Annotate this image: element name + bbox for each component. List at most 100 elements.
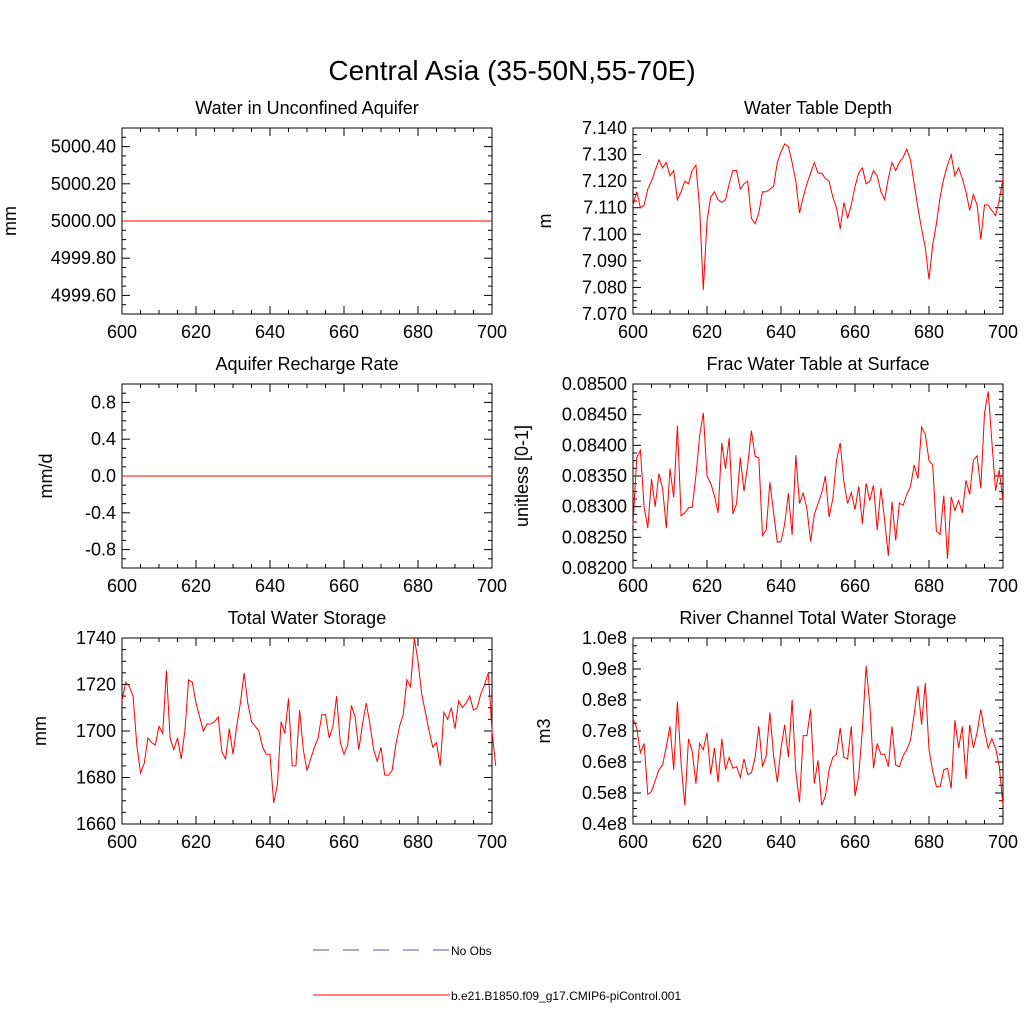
y-tick-label: 0.08350 xyxy=(562,466,627,486)
y-tick-label: 0.08450 xyxy=(562,405,627,425)
x-tick-label: 600 xyxy=(618,832,648,852)
plot-frame xyxy=(632,127,1004,315)
panel-title: Water in Unconfined Aquifer xyxy=(195,98,418,118)
y-tick-label: 7.080 xyxy=(582,277,627,297)
y-tick-label: 7.130 xyxy=(582,145,627,165)
x-tick-label: 600 xyxy=(107,322,137,342)
chart-panels: Water in Unconfined Aquifer 600 620 640 660 6… xyxy=(0,98,1018,852)
chart-panel-3: Aquifer Recharge Rate 600 620 640 660 680 700 -… xyxy=(36,354,507,596)
y-tick-label: 0.08250 xyxy=(562,527,627,547)
chart-panel-6: River Channel Total Water Storage 600 620 6… xyxy=(534,608,1018,852)
y-tick-label: 5000.40 xyxy=(51,137,116,157)
x-tick-label: 620 xyxy=(692,832,722,852)
y-axis-label: m3 xyxy=(534,718,554,743)
series-line xyxy=(121,637,497,804)
x-tick-label: 620 xyxy=(692,576,722,596)
legend-label: b.e21.B1850.f09_g17.CMIP6-piControl.001 xyxy=(451,989,681,1003)
y-tick-label: 7.100 xyxy=(582,224,627,244)
series-line xyxy=(632,143,1004,291)
x-tick-label: 660 xyxy=(329,576,359,596)
y-axis-label: unitless [0-1] xyxy=(512,425,532,527)
y-tick-label: 0.5e8 xyxy=(582,783,627,803)
x-tick-label: 660 xyxy=(840,832,870,852)
y-tick-label: 0.8 xyxy=(91,392,116,412)
plot-frame xyxy=(121,637,493,825)
x-tick-label: 640 xyxy=(766,832,796,852)
legend-entry-model-run: b.e21.B1850.f09_g17.CMIP6-piControl.001 xyxy=(313,989,681,1003)
figure-title: Central Asia (35-50N,55-70E) xyxy=(328,55,695,86)
panel-title: Water Table Depth xyxy=(744,98,892,118)
legend-label: No Obs xyxy=(451,944,492,958)
y-tick-label: 0.7e8 xyxy=(582,721,627,741)
x-tick-label: 680 xyxy=(403,832,433,852)
x-tick-label: 600 xyxy=(107,832,137,852)
y-axis-label: mm xyxy=(30,716,50,746)
y-tick-label: -0.4 xyxy=(85,503,116,523)
x-tick-label: 700 xyxy=(477,832,507,852)
y-tick-label: 1660 xyxy=(76,814,116,834)
panel-title: River Channel Total Water Storage xyxy=(679,608,956,628)
x-tick-label: 680 xyxy=(403,322,433,342)
y-tick-label: 0.4 xyxy=(91,429,116,449)
x-tick-label: 700 xyxy=(988,322,1018,342)
x-tick-label: 620 xyxy=(181,322,211,342)
x-tick-label: 660 xyxy=(329,832,359,852)
series-line xyxy=(632,391,1004,559)
y-axis-label: mm xyxy=(0,206,20,236)
y-tick-label: 7.120 xyxy=(582,171,627,191)
chart-panel-1: Water in Unconfined Aquifer 600 620 640 660 6… xyxy=(0,98,507,342)
panel-title: Total Water Storage xyxy=(228,608,386,628)
plot-frame xyxy=(632,637,1004,825)
y-tick-label: -0.8 xyxy=(85,540,116,560)
y-axis-label: m xyxy=(535,214,555,229)
y-tick-label: 4999.80 xyxy=(51,248,116,268)
x-tick-label: 700 xyxy=(988,576,1018,596)
y-tick-label: 1700 xyxy=(76,721,116,741)
y-tick-label: 1740 xyxy=(76,628,116,648)
y-tick-label: 0.6e8 xyxy=(582,752,627,772)
x-tick-label: 700 xyxy=(477,576,507,596)
x-tick-label: 620 xyxy=(181,832,211,852)
y-tick-label: 0.08300 xyxy=(562,497,627,517)
y-tick-label: 1720 xyxy=(76,675,116,695)
x-tick-label: 660 xyxy=(329,322,359,342)
y-tick-label: 4999.60 xyxy=(51,285,116,305)
plot-frame xyxy=(632,383,1004,569)
x-tick-label: 660 xyxy=(840,322,870,342)
chart-panel-4: Frac Water Table at Surface 600 620 640 660 6… xyxy=(512,354,1018,596)
x-tick-label: 640 xyxy=(255,576,285,596)
chart-panel-5: Total Water Storage 600 620 640 660 680 700 166… xyxy=(30,608,507,852)
y-tick-label: 0.4e8 xyxy=(582,814,627,834)
x-tick-label: 640 xyxy=(255,832,285,852)
x-tick-label: 640 xyxy=(255,322,285,342)
legend-entry-no-obs: No Obs xyxy=(313,944,492,958)
x-tick-label: 600 xyxy=(618,576,648,596)
y-tick-label: 0.8e8 xyxy=(582,690,627,710)
series-line xyxy=(632,665,1004,806)
y-tick-label: 0.9e8 xyxy=(582,659,627,679)
x-tick-label: 700 xyxy=(988,832,1018,852)
panel-title: Frac Water Table at Surface xyxy=(706,354,929,374)
y-axis-label: mm/d xyxy=(36,454,56,499)
legend: No Obs b.e21.B1850.f09_g17.CMIP6-piContr… xyxy=(313,944,681,1003)
x-tick-label: 700 xyxy=(477,322,507,342)
y-tick-label: 0.08200 xyxy=(562,558,627,578)
y-tick-label: 7.140 xyxy=(582,118,627,138)
x-tick-label: 640 xyxy=(766,576,796,596)
x-tick-label: 680 xyxy=(914,832,944,852)
x-tick-label: 660 xyxy=(840,576,870,596)
panel-title: Aquifer Recharge Rate xyxy=(215,354,398,374)
x-tick-label: 620 xyxy=(692,322,722,342)
y-tick-label: 5000.20 xyxy=(51,174,116,194)
x-tick-label: 640 xyxy=(766,322,796,342)
y-tick-label: 7.090 xyxy=(582,251,627,271)
y-tick-label: 0.08400 xyxy=(562,435,627,455)
x-tick-label: 600 xyxy=(107,576,137,596)
y-tick-label: 0.08500 xyxy=(562,374,627,394)
y-tick-label: 1.0e8 xyxy=(582,628,627,648)
x-tick-label: 680 xyxy=(914,322,944,342)
y-tick-label: 5000.00 xyxy=(51,211,116,231)
x-tick-label: 620 xyxy=(181,576,211,596)
y-tick-label: 7.110 xyxy=(583,198,627,218)
